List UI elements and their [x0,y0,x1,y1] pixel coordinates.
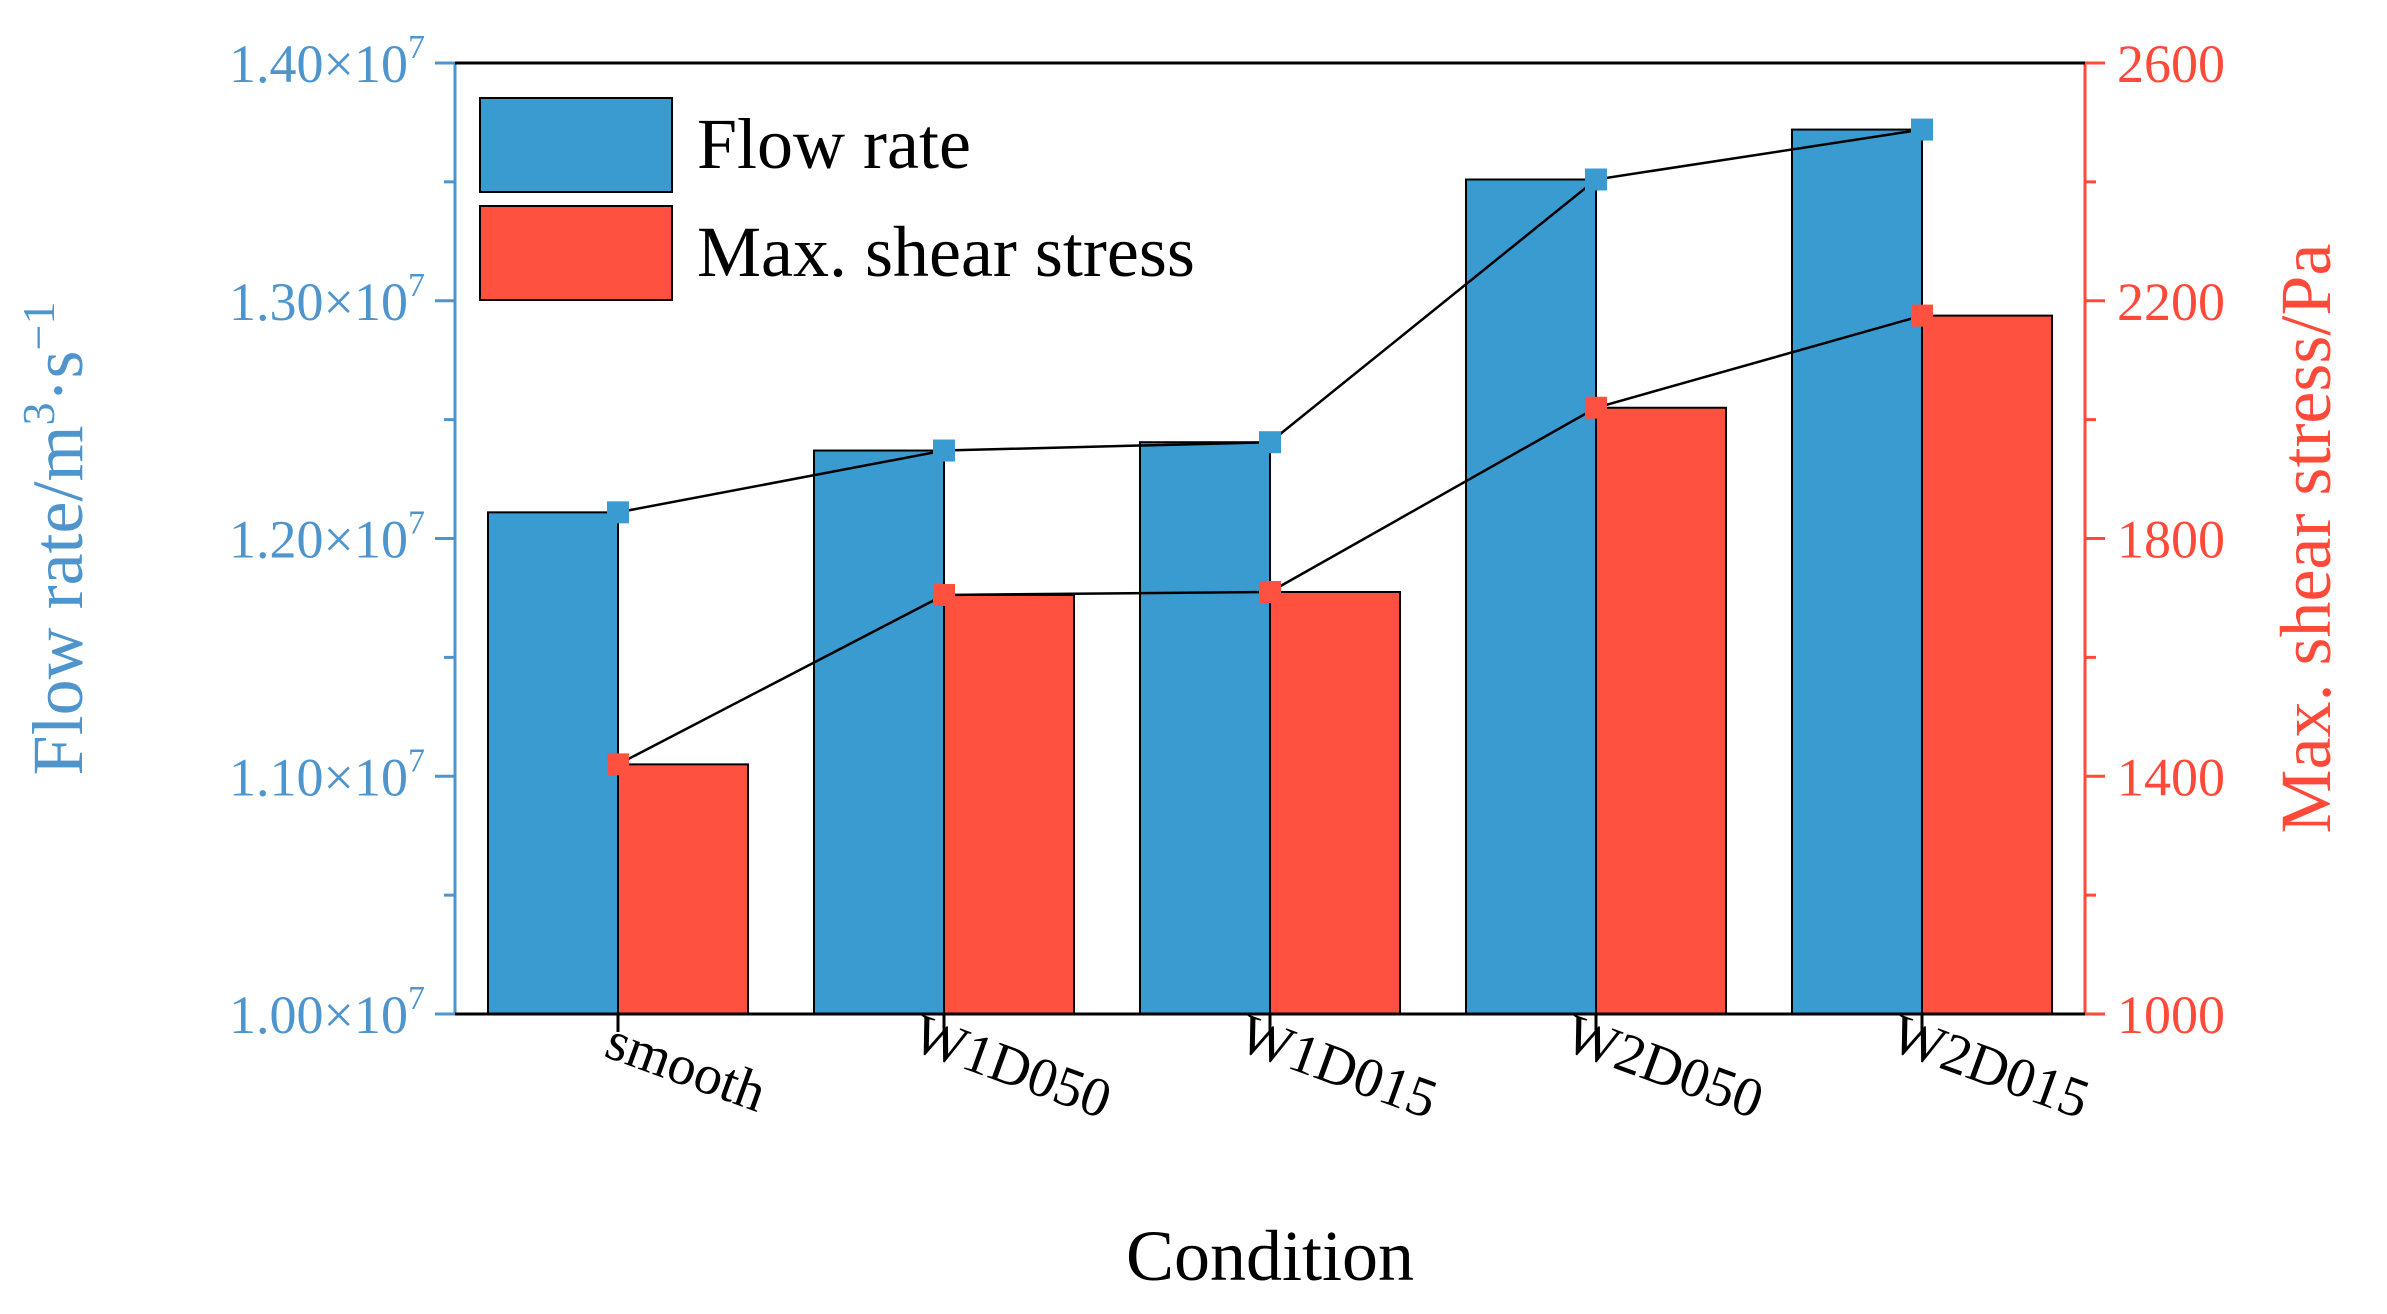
legend: Flow rate Max. shear stress [479,97,1195,301]
flow-rate-marker-w1d015 [1259,431,1281,454]
legend-label-shear-stress: Max. shear stress [697,212,1195,292]
shear-stress-bar-w2d015 [1921,314,2053,1015]
left-tick-label: 1.20×107 [229,505,425,570]
flow-rate-marker-w1d050 [933,439,955,462]
legend-swatch-shear-stress [479,205,673,301]
shear-stress-marker-w1d050 [933,583,955,606]
shear-stress-bar-w2d050 [1595,406,1727,1015]
right-axis-title: Max. shear stress/Pa [2266,244,2346,834]
flow-rate-marker-w2d050 [1585,168,1607,191]
lines-group [607,118,1933,776]
left-tick-label: 1.10×107 [229,742,425,807]
x-category-label-w1d050: W1D050 [905,1003,1119,1131]
flow-rate-bar-w2d050 [1465,178,1597,1015]
x-category-label-w2d015: W2D015 [1883,1003,2097,1131]
right-tick-label: 2200 [2117,272,2225,332]
flow-rate-bar-w1d015 [1139,441,1271,1015]
x-category-label-w1d015: W1D015 [1231,1003,1445,1131]
shear-stress-bar-w1d015 [1269,590,1401,1016]
legend-label-flow-rate: Flow rate [697,104,971,184]
left-tick-label: 1.40×107 [229,29,425,94]
x-axis-title: Condition [1126,1216,1414,1296]
right-tick-label: 1000 [2117,985,2225,1045]
shear-stress-marker-w2d015 [1911,304,1933,327]
shear-stress-marker-w1d015 [1259,580,1281,603]
shear-stress-marker-w2d050 [1585,396,1607,419]
flow-rate-marker-smooth [607,501,629,524]
flow-rate-bar-w2d015 [1791,128,1923,1015]
x-category-label-w2d050: W2D050 [1557,1003,1771,1131]
shear-stress-bar-smooth [617,763,749,1015]
bars-group [487,128,2053,1016]
left-tick-label: 1.30×107 [229,267,425,332]
shear-stress-bar-w1d050 [943,593,1075,1015]
right-tick-label: 2600 [2117,34,2225,94]
left-tick-label: 1.00×107 [229,980,425,1045]
right-tick-label: 1800 [2117,510,2225,570]
flow-rate-marker-w2d015 [1911,118,1933,141]
x-category-label-smooth: smooth [598,1010,774,1125]
flow-rate-bar-smooth [487,511,619,1015]
shear-stress-marker-smooth [607,753,629,776]
axes-group [435,61,2105,1032]
right-tick-label: 1400 [2117,747,2225,807]
left-axis-title: Flow rate/m3·s−1 [13,302,98,776]
legend-swatch-flow-rate [479,97,673,193]
flow-rate-bar-w1d050 [813,449,945,1016]
